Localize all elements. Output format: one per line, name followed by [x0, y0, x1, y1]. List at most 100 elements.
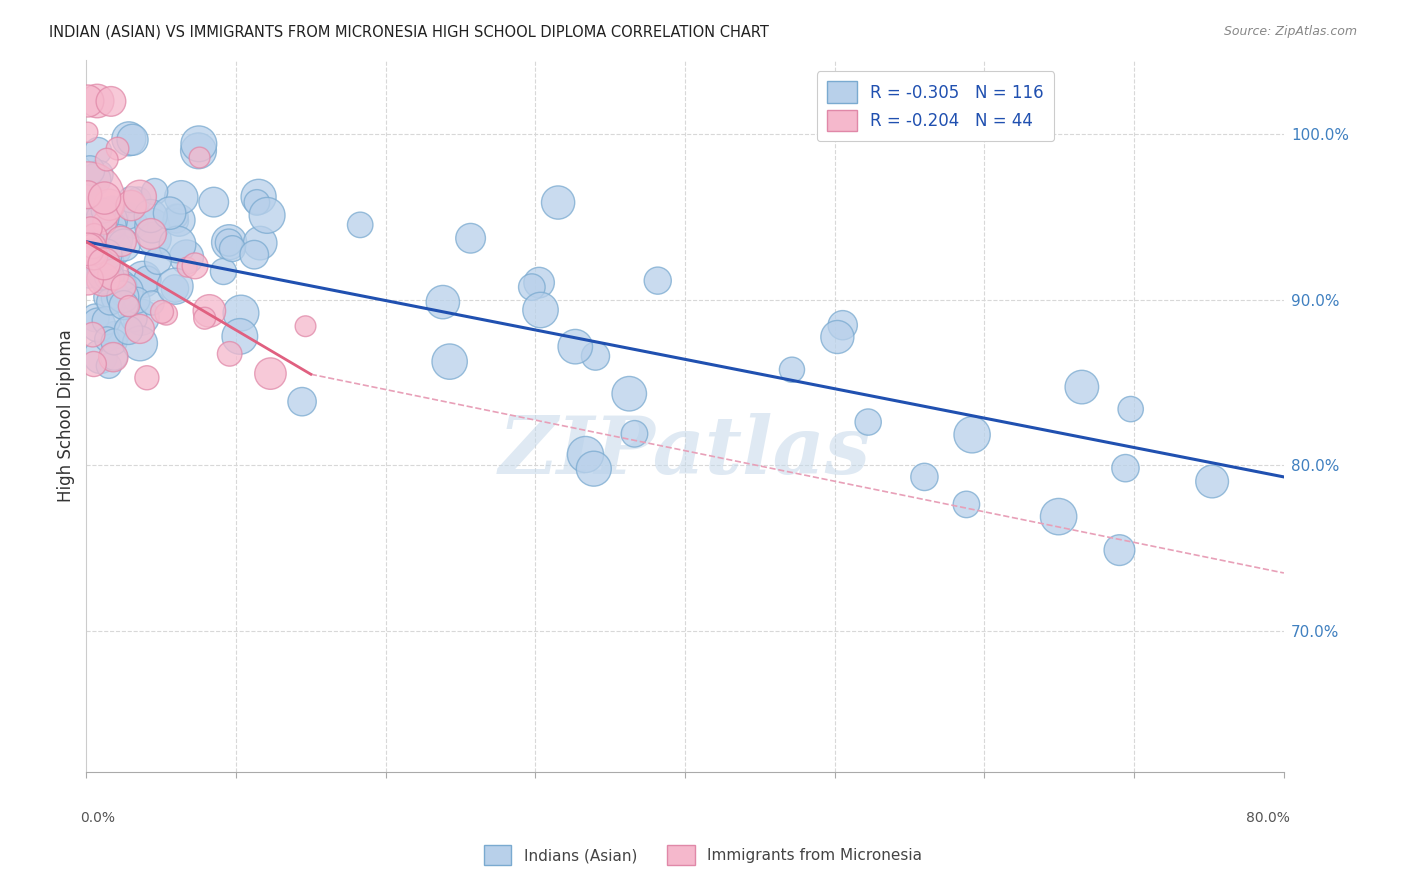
Text: 80.0%: 80.0%: [1246, 811, 1289, 825]
Point: [89, 350, 111, 364]
Point: [129, 310, 152, 325]
Point: [1108, 543, 1130, 558]
Point: [91, 268, 114, 282]
Point: [87, 144, 110, 158]
Point: [139, 227, 162, 241]
Point: [93, 203, 115, 218]
Point: [84, 258, 107, 272]
Text: INDIAN (ASIAN) VS IMMIGRANTS FROM MICRONESIA HIGH SCHOOL DIPLOMA CORRELATION CHA: INDIAN (ASIAN) VS IMMIGRANTS FROM MICRON…: [49, 25, 769, 40]
Point: [619, 386, 641, 401]
Point: [112, 238, 135, 252]
Point: [101, 268, 124, 282]
Point: [112, 279, 135, 293]
Point: [143, 232, 166, 246]
Point: [229, 306, 252, 320]
Point: [520, 280, 543, 294]
Point: [77, 213, 100, 227]
Point: [1047, 509, 1070, 524]
Point: [125, 293, 148, 308]
Point: [139, 209, 162, 223]
Point: [218, 235, 240, 250]
Point: [150, 305, 173, 319]
Text: Source: ZipAtlas.com: Source: ZipAtlas.com: [1223, 25, 1357, 38]
Point: [827, 330, 849, 344]
Point: [83, 229, 105, 244]
Point: [98, 213, 121, 227]
Point: [141, 219, 163, 233]
Point: [212, 264, 235, 278]
Point: [79, 163, 101, 178]
Point: [98, 269, 121, 284]
Point: [100, 219, 122, 233]
Point: [165, 279, 187, 293]
Point: [294, 319, 316, 334]
Point: [187, 144, 209, 158]
Point: [118, 299, 141, 313]
Point: [529, 303, 551, 318]
Point: [135, 371, 157, 385]
Point: [76, 243, 98, 257]
Point: [129, 189, 152, 203]
Point: [93, 253, 115, 268]
Point: [80, 241, 103, 255]
Point: [110, 279, 132, 293]
Point: [780, 362, 803, 376]
Point: [87, 168, 110, 182]
Point: [527, 276, 550, 290]
Point: [439, 354, 461, 368]
Point: [76, 125, 98, 139]
Point: [155, 307, 177, 321]
Point: [112, 298, 135, 312]
Point: [259, 367, 281, 381]
Point: [856, 415, 879, 429]
Point: [103, 334, 125, 349]
Point: [77, 253, 100, 268]
Point: [76, 94, 98, 108]
Point: [136, 272, 159, 286]
Point: [117, 209, 139, 223]
Point: [93, 191, 115, 205]
Point: [96, 153, 118, 167]
Text: 0.0%: 0.0%: [80, 811, 115, 825]
Point: [91, 211, 114, 226]
Point: [243, 248, 266, 262]
Point: [121, 133, 143, 147]
Point: [100, 259, 122, 273]
Point: [98, 294, 121, 309]
Point: [93, 215, 115, 229]
Point: [87, 318, 110, 332]
Point: [83, 172, 105, 186]
Point: [218, 235, 240, 250]
Point: [176, 260, 198, 274]
Point: [122, 311, 145, 326]
Point: [98, 197, 121, 211]
Point: [291, 394, 314, 409]
Point: [120, 193, 142, 207]
Point: [80, 224, 103, 238]
Point: [188, 151, 211, 165]
Point: [107, 232, 129, 246]
Point: [118, 132, 141, 146]
Point: [165, 213, 187, 227]
Point: [96, 247, 118, 261]
Point: [105, 291, 128, 305]
Point: [256, 208, 278, 222]
Point: [187, 136, 209, 151]
Point: [955, 498, 977, 512]
Y-axis label: High School Diploma: High School Diploma: [58, 329, 75, 502]
Point: [104, 328, 127, 343]
Point: [80, 221, 103, 235]
Point: [107, 142, 129, 156]
Point: [110, 235, 132, 249]
Point: [103, 350, 125, 364]
Point: [221, 242, 243, 256]
Point: [1070, 380, 1092, 394]
Point: [101, 227, 124, 241]
Point: [582, 461, 605, 475]
Point: [127, 193, 149, 207]
Point: [1201, 475, 1223, 489]
Point: [82, 327, 104, 342]
Point: [84, 310, 107, 325]
Point: [76, 187, 98, 202]
Point: [143, 185, 166, 199]
